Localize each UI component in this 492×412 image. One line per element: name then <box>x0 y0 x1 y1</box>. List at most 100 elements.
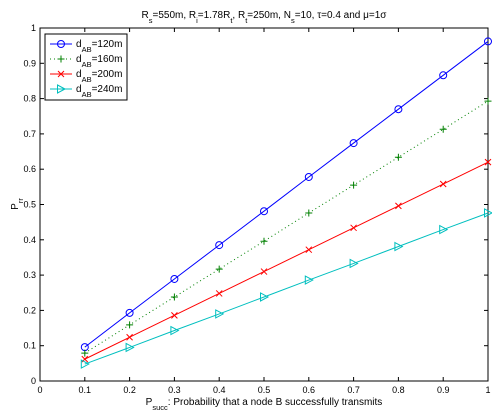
data-point <box>260 237 268 245</box>
data-point <box>394 153 402 161</box>
data-point <box>80 359 90 369</box>
data-point <box>81 349 89 357</box>
data-point <box>125 342 135 353</box>
series-1 <box>81 97 492 357</box>
data-point <box>349 139 358 148</box>
subscript-text: i <box>196 16 198 25</box>
data-point <box>215 309 225 319</box>
data-point <box>305 246 313 254</box>
data-point <box>395 202 402 210</box>
legend-label: dAB=120m <box>76 39 122 54</box>
legend-label-main: d <box>76 84 82 95</box>
data-point <box>260 268 268 275</box>
label-text: =550m, R <box>152 10 196 21</box>
label-text: =1.78R <box>198 10 231 21</box>
data-point <box>215 290 223 297</box>
legend-label-sub: AB <box>82 60 92 69</box>
subscript-text: succ <box>152 403 168 412</box>
legend-label-sub: AB <box>82 45 92 54</box>
data-point <box>484 97 492 105</box>
data-point <box>215 241 224 250</box>
label-text: =250m, N <box>247 10 291 21</box>
data-point <box>484 208 492 218</box>
data-point <box>126 333 133 341</box>
x-axis-label: Psucc: Probability that a node B success… <box>146 397 383 412</box>
data-point <box>439 125 447 133</box>
data-point <box>170 293 178 301</box>
y-tick-label: 0.1 <box>23 341 36 351</box>
series-layer <box>80 37 492 369</box>
data-point <box>350 224 357 232</box>
x-tick-label: 0.3 <box>168 385 181 395</box>
data-point <box>260 207 268 216</box>
x-tick-label: 0.5 <box>258 385 271 395</box>
series-line <box>84 100 489 354</box>
legend-label: dAB=200m <box>76 69 122 84</box>
x-tick-label: 0.8 <box>392 385 405 395</box>
series-2 <box>81 158 492 363</box>
data-point <box>260 292 270 302</box>
legend-label-sub: AB <box>82 90 92 99</box>
label-text: P <box>146 397 153 408</box>
x-tick-label: 0.6 <box>303 385 316 395</box>
series-0 <box>80 37 492 352</box>
legend-entry: dAB=200m <box>50 69 122 84</box>
data-point <box>394 105 403 114</box>
data-point <box>439 71 448 80</box>
legend-label-rest: =240m <box>92 84 123 95</box>
y-axis: 0 0.1 0.2 0.3 0.4 0.5 0.6 0.7 0.8 0.9 1 <box>23 23 488 386</box>
legend-label-sub: AB <box>82 75 92 84</box>
subscript-text: s <box>291 16 295 25</box>
label-text: P <box>10 203 21 210</box>
legend-label: dAB=160m <box>76 54 122 69</box>
chart-title: Rs=550m, Ri=1.78Rt, Rt=250m, Ns=10, τ=0.… <box>142 10 388 25</box>
data-point <box>125 308 134 317</box>
label-text: R <box>142 10 149 21</box>
subscript-text: t <box>230 16 233 25</box>
legend-marker <box>57 40 65 48</box>
x-tick-label: 0.7 <box>347 385 360 395</box>
y-tick-label: 0.3 <box>23 270 36 280</box>
label-text: =10, τ=0.4 and μ=1σ <box>295 10 388 21</box>
x-tick-label: 1 <box>485 385 490 395</box>
subscript-text: s <box>149 16 153 25</box>
y-tick-label: 0.2 <box>23 305 36 315</box>
series-line <box>84 41 489 348</box>
legend-marker <box>57 55 65 63</box>
x-tick-label: 0.9 <box>437 385 450 395</box>
data-point <box>439 180 447 188</box>
series-line <box>84 161 489 360</box>
legend-marker <box>57 70 65 78</box>
data-point <box>350 181 358 189</box>
legend-label: dAB=240m <box>76 84 122 99</box>
x-tick-label: 0.2 <box>123 385 136 395</box>
data-point <box>215 265 223 273</box>
legend-label-main: d <box>76 39 82 50</box>
y-axis-label: Prr <box>10 198 25 210</box>
x-tick-label: 0 <box>37 385 42 395</box>
y-tick-label: 0.8 <box>23 94 36 104</box>
x-tick-label: 0.4 <box>213 385 226 395</box>
y-tick-label: 0.5 <box>23 200 36 210</box>
data-point <box>171 311 178 319</box>
legend-label-rest: =120m <box>92 39 123 50</box>
y-tick-label: 0.4 <box>23 235 36 245</box>
label-text: : Probability that a node B successfully… <box>168 397 383 408</box>
data-point <box>349 258 359 269</box>
x-tick-label: 0.1 <box>79 385 92 395</box>
series-3 <box>80 208 492 369</box>
legend-marker <box>57 84 67 94</box>
y-tick-label: 0.6 <box>23 164 36 174</box>
legend-label-rest: =200m <box>92 69 123 80</box>
data-point <box>170 325 180 336</box>
subscript-text: rr <box>16 198 25 203</box>
y-tick-label: 1 <box>31 23 36 33</box>
legend-entry: dAB=120m <box>50 39 122 54</box>
y-tick-label: 0 <box>31 376 36 386</box>
data-point <box>394 241 404 252</box>
label-text: , R <box>232 10 245 21</box>
legend-label-main: d <box>76 69 82 80</box>
legend-entry: dAB=160m <box>50 54 122 69</box>
